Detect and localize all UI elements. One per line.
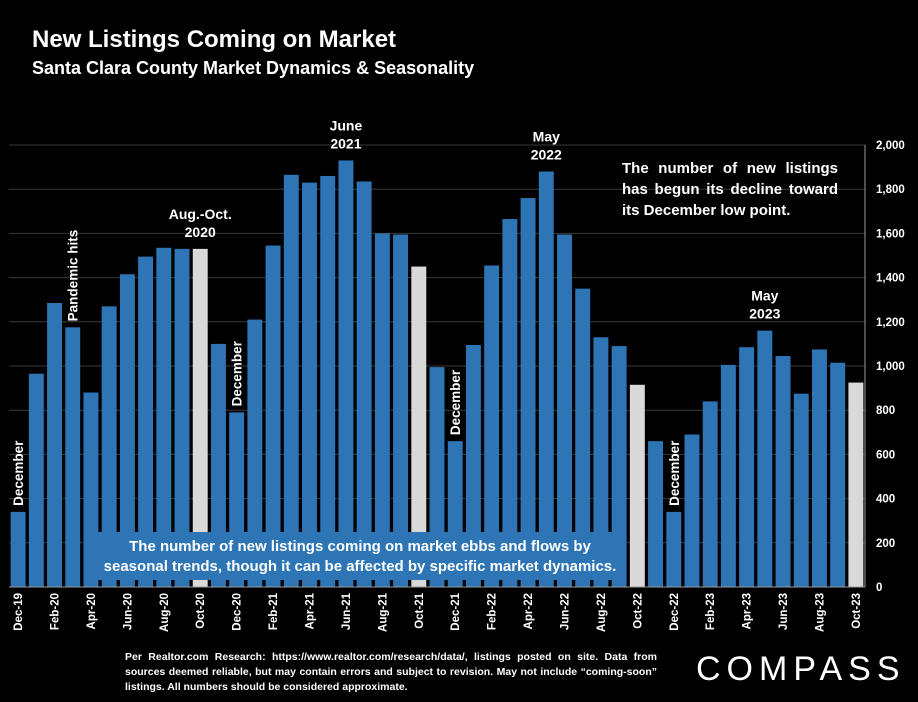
- bar: [192, 248, 208, 587]
- bar: [465, 345, 481, 587]
- bar: [119, 274, 135, 587]
- x-tick-label: Aug-23: [814, 593, 826, 632]
- bar: [101, 306, 117, 587]
- bar: [720, 364, 736, 587]
- bar: [812, 349, 827, 587]
- bar: [174, 248, 190, 587]
- bar: [702, 401, 718, 587]
- bar: [47, 303, 62, 587]
- decline-note: The number of new listings has begun its…: [622, 160, 838, 219]
- x-tick-label: Apr-21: [305, 592, 317, 629]
- bar: [65, 327, 81, 587]
- x-tick-label: Dec-22: [669, 593, 681, 631]
- bar-annotation: May: [751, 288, 778, 304]
- y-tick-label: 600: [876, 449, 895, 461]
- x-tick-label: Aug-20: [159, 593, 171, 632]
- bar-annotation: June: [330, 117, 363, 133]
- x-tick-label: Dec-20: [232, 593, 244, 631]
- bar-annotation: Aug.-Oct.: [169, 206, 232, 222]
- x-tick-label: Apr-22: [523, 593, 535, 629]
- bar: [575, 288, 591, 587]
- bar: [502, 219, 518, 587]
- x-tick-label: Oct-20: [195, 593, 207, 629]
- bar-annotation: December: [448, 369, 463, 435]
- x-tick-label: Dec-19: [13, 593, 25, 631]
- bar: [265, 245, 281, 587]
- x-tick-label: Feb-21: [268, 592, 280, 630]
- compass-logo: COMPASS: [696, 650, 906, 688]
- bar: [775, 356, 791, 587]
- bar: [83, 392, 99, 587]
- bar: [210, 343, 226, 587]
- x-tick-label: Oct-21: [414, 592, 426, 628]
- bar: [611, 346, 627, 587]
- bar: [411, 266, 427, 587]
- bar: [684, 434, 700, 587]
- x-tick-label: Jun-21: [341, 592, 353, 630]
- bar: [848, 382, 864, 587]
- bar-annotation: December: [11, 440, 26, 506]
- x-tick-label: Aug-22: [596, 593, 608, 632]
- bar: [793, 393, 809, 587]
- x-tick-label: Apr-23: [742, 593, 754, 629]
- bar: [629, 384, 645, 587]
- x-tick-label: Oct-23: [851, 593, 863, 629]
- bar: [739, 347, 755, 587]
- bar: [666, 511, 682, 587]
- bar-annotation: 2021: [330, 135, 361, 151]
- y-tick-label: 800: [876, 405, 895, 417]
- bar: [302, 182, 317, 587]
- x-tick-label: Apr-20: [86, 593, 98, 629]
- y-tick-label: 400: [876, 494, 895, 506]
- source-footnote: Per Realtor.com Research: https://www.re…: [125, 651, 657, 693]
- bar: [520, 198, 536, 588]
- x-tick-label: Jun-22: [559, 593, 571, 630]
- y-tick-label: 0: [876, 582, 882, 594]
- bar: [757, 330, 773, 587]
- bar: [557, 234, 572, 587]
- chart-title: New Listings Coming on Market: [32, 26, 397, 53]
- bar: [830, 362, 846, 587]
- y-tick-label: 200: [876, 538, 895, 550]
- bar: [320, 175, 336, 587]
- seasonal-trend-note: The number of new listings coming on mar…: [96, 532, 624, 580]
- bar: [338, 160, 354, 587]
- bar-annotation: Pandemic hits: [66, 230, 81, 322]
- bar-annotation: December: [230, 340, 245, 406]
- x-tick-label: Feb-22: [487, 593, 499, 630]
- bar: [156, 247, 172, 587]
- x-tick-label: Aug-21: [377, 592, 389, 632]
- x-tick-label: Dec-21: [450, 592, 462, 630]
- bar-annotation: 2023: [749, 306, 780, 322]
- y-tick-label: 1,600: [876, 228, 905, 240]
- bar-annotation: May: [533, 129, 560, 145]
- y-tick-label: 1,400: [876, 273, 905, 285]
- y-tick-label: 2,000: [876, 140, 905, 152]
- bar: [10, 511, 26, 587]
- bar: [538, 171, 554, 587]
- x-tick-label: Feb-23: [705, 593, 717, 630]
- bar: [374, 233, 390, 587]
- x-tick-label: Jun-20: [122, 593, 134, 630]
- bar: [247, 319, 263, 587]
- bar: [484, 265, 500, 587]
- y-tick-label: 1,200: [876, 317, 905, 329]
- bar: [648, 441, 664, 587]
- bar-annotation: 2022: [531, 147, 562, 163]
- bar: [138, 256, 154, 587]
- bar: [356, 181, 372, 587]
- bar: [393, 234, 409, 587]
- bar: [283, 174, 299, 587]
- bar: [28, 373, 44, 587]
- bar: [593, 337, 609, 587]
- bar-annotation: 2020: [185, 224, 216, 240]
- chart-subtitle: Santa Clara County Market Dynamics & Sea…: [32, 58, 475, 78]
- x-tick-label: Jun-23: [778, 593, 790, 630]
- bar-annotation: December: [667, 440, 682, 506]
- x-tick-label: Oct-22: [632, 593, 644, 629]
- y-tick-label: 1,800: [876, 184, 905, 196]
- y-tick-label: 1,000: [876, 361, 905, 373]
- x-tick-label: Feb-20: [50, 593, 62, 630]
